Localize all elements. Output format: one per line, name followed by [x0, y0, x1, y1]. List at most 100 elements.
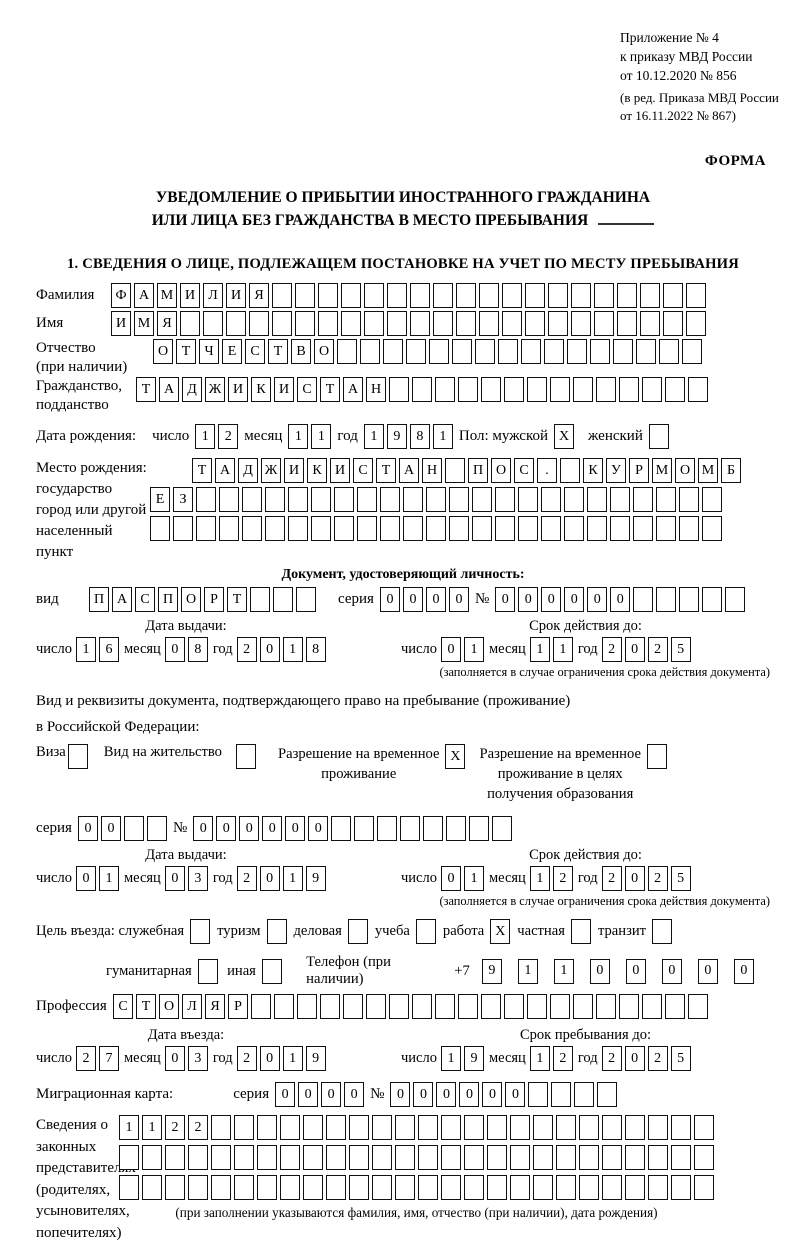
form-cell[interactable]: 2 [553, 1046, 573, 1071]
form-cell[interactable]: 2 [553, 866, 573, 891]
form-cell[interactable] [387, 311, 407, 336]
form-cell[interactable] [571, 311, 591, 336]
form-cell[interactable] [573, 994, 593, 1019]
form-cell[interactable] [541, 487, 561, 512]
form-cell[interactable] [527, 994, 547, 1019]
form-cell[interactable] [219, 516, 239, 541]
form-cell[interactable] [492, 816, 512, 841]
form-cell[interactable]: 0 [262, 816, 282, 841]
form-cell[interactable] [725, 587, 745, 612]
form-cell[interactable]: Я [205, 994, 225, 1019]
form-cell[interactable] [196, 487, 216, 512]
form-cell[interactable] [341, 311, 361, 336]
form-cell[interactable] [377, 816, 397, 841]
form-cell[interactable] [564, 487, 584, 512]
form-cell[interactable] [671, 1145, 691, 1170]
form-cell[interactable] [594, 311, 614, 336]
form-cell[interactable] [226, 311, 246, 336]
form-cell[interactable] [416, 919, 436, 944]
form-cell[interactable] [656, 587, 676, 612]
form-cell[interactable] [567, 339, 587, 364]
form-cell[interactable] [544, 339, 564, 364]
form-cell[interactable]: 1 [441, 1046, 461, 1071]
form-cell[interactable] [410, 283, 430, 308]
form-cell[interactable] [550, 994, 570, 1019]
form-cell[interactable] [251, 994, 271, 1019]
form-cell[interactable] [387, 283, 407, 308]
form-cell[interactable]: 0 [459, 1082, 479, 1107]
form-cell[interactable]: 2 [602, 866, 622, 891]
form-cell[interactable] [602, 1175, 622, 1200]
form-cell[interactable]: Л [182, 994, 202, 1019]
form-cell[interactable]: 1 [464, 866, 484, 891]
form-cell[interactable]: 0 [78, 816, 98, 841]
form-cell[interactable] [694, 1115, 714, 1140]
form-cell[interactable] [597, 1082, 617, 1107]
form-cell[interactable] [587, 516, 607, 541]
form-cell[interactable]: 1 [553, 637, 573, 662]
form-cell[interactable] [318, 311, 338, 336]
form-cell[interactable]: 0 [403, 587, 423, 612]
form-cell[interactable] [449, 516, 469, 541]
form-cell[interactable] [688, 377, 708, 402]
form-cell[interactable] [441, 1145, 461, 1170]
form-cell[interactable]: 0 [587, 587, 607, 612]
form-cell[interactable]: 1 [464, 637, 484, 662]
form-cell[interactable] [647, 744, 667, 769]
form-cell[interactable] [124, 816, 144, 841]
form-cell[interactable] [665, 377, 685, 402]
form-cell[interactable] [445, 458, 465, 483]
form-cell[interactable] [452, 339, 472, 364]
form-cell[interactable] [257, 1115, 277, 1140]
form-cell[interactable] [198, 959, 218, 984]
form-cell[interactable] [518, 487, 538, 512]
form-cell[interactable] [648, 1175, 668, 1200]
form-cell[interactable] [249, 311, 269, 336]
form-cell[interactable]: 0 [216, 816, 236, 841]
form-cell[interactable] [671, 1175, 691, 1200]
form-cell[interactable] [481, 994, 501, 1019]
form-cell[interactable]: О [675, 458, 695, 483]
form-cell[interactable]: 8 [410, 424, 430, 449]
form-cell[interactable] [142, 1175, 162, 1200]
form-cell[interactable]: И [228, 377, 248, 402]
form-cell[interactable] [665, 994, 685, 1019]
form-cell[interactable] [236, 744, 256, 769]
form-cell[interactable] [326, 1175, 346, 1200]
form-cell[interactable] [211, 1175, 231, 1200]
form-cell[interactable] [541, 516, 561, 541]
form-cell[interactable] [551, 1082, 571, 1107]
form-cell[interactable] [642, 377, 662, 402]
form-cell[interactable] [341, 283, 361, 308]
form-cell[interactable]: . [537, 458, 557, 483]
form-cell[interactable]: Т [176, 339, 196, 364]
form-cell[interactable]: С [245, 339, 265, 364]
form-cell[interactable]: 0 [625, 866, 645, 891]
form-cell[interactable] [617, 311, 637, 336]
form-cell[interactable] [533, 1175, 553, 1200]
form-cell[interactable]: 3 [188, 866, 208, 891]
form-cell[interactable] [360, 339, 380, 364]
form-cell[interactable]: Н [422, 458, 442, 483]
form-cell[interactable] [343, 994, 363, 1019]
form-cell[interactable] [456, 311, 476, 336]
form-cell[interactable] [613, 339, 633, 364]
form-cell[interactable] [372, 1175, 392, 1200]
form-cell[interactable] [334, 487, 354, 512]
form-cell[interactable] [267, 919, 287, 944]
form-cell[interactable] [406, 339, 426, 364]
form-cell[interactable] [528, 1082, 548, 1107]
form-cell[interactable] [423, 816, 443, 841]
form-cell[interactable]: 0 [260, 637, 280, 662]
form-cell[interactable] [303, 1175, 323, 1200]
form-cell[interactable]: М [698, 458, 718, 483]
form-cell[interactable]: 0 [505, 1082, 525, 1107]
form-cell[interactable] [594, 283, 614, 308]
form-cell[interactable]: А [215, 458, 235, 483]
form-cell[interactable]: 2 [602, 1046, 622, 1071]
form-cell[interactable]: 1 [283, 637, 303, 662]
form-cell[interactable] [288, 487, 308, 512]
form-cell[interactable]: 0 [239, 816, 259, 841]
form-cell[interactable] [188, 1145, 208, 1170]
form-cell[interactable] [525, 283, 545, 308]
